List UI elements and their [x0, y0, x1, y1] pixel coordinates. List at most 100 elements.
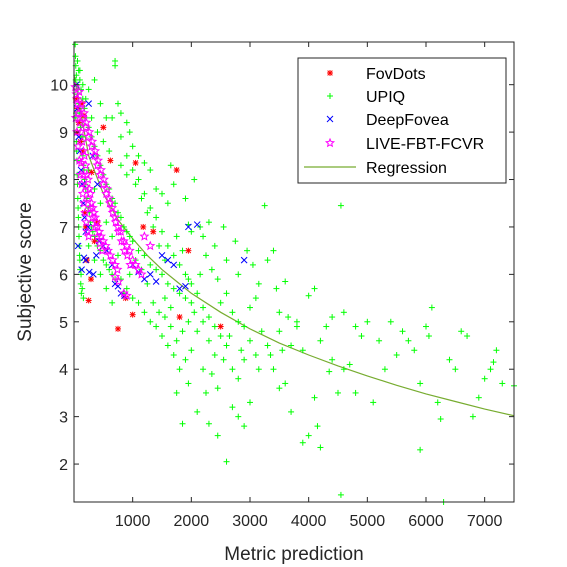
point-upiq	[141, 190, 148, 197]
legend-label-upiq: UPIQ	[366, 89, 405, 106]
point-upiq	[458, 328, 465, 335]
y-tick-label: 5	[59, 315, 68, 332]
legend-symbol-fovdots	[327, 70, 333, 76]
point-upiq	[252, 351, 259, 358]
point-upiq	[170, 252, 177, 259]
point-upiq	[279, 347, 286, 354]
y-tick-label: 6	[59, 267, 68, 284]
point-upiq	[79, 81, 86, 88]
point-upiq	[288, 342, 295, 349]
point-upiq	[109, 299, 116, 306]
regression-layer	[73, 75, 515, 417]
point-upiq	[109, 233, 116, 240]
point-upiq	[188, 347, 195, 354]
point-upiq	[75, 233, 82, 240]
y-tick-label: 4	[59, 362, 68, 379]
x-axis-label: Metric prediction	[224, 544, 363, 565]
point-upiq	[255, 280, 262, 287]
point-upiq	[469, 413, 476, 420]
point-upiq	[77, 280, 84, 287]
point-upiq	[203, 252, 209, 259]
point-upiq	[223, 290, 230, 297]
point-upiq	[323, 323, 330, 330]
point-upiq	[376, 337, 383, 344]
point-live-fbt-fcvr	[113, 226, 124, 236]
point-upiq	[417, 446, 424, 453]
point-upiq	[235, 271, 242, 278]
point-upiq	[393, 351, 400, 358]
point-upiq	[249, 261, 256, 268]
point-upiq	[487, 366, 494, 373]
point-live-fbt-fcvr	[145, 240, 156, 251]
point-fovdots	[132, 159, 139, 166]
point-fovdots	[150, 228, 157, 235]
point-upiq	[164, 200, 171, 207]
point-live-fbt-fcvr	[87, 212, 98, 222]
point-upiq	[208, 370, 215, 377]
point-live-fbt-fcvr	[75, 169, 86, 180]
point-fovdots	[88, 169, 95, 176]
point-upiq	[179, 420, 186, 427]
point-fovdots	[107, 157, 114, 164]
point-live-fbt-fcvr	[133, 264, 144, 274]
point-upiq	[85, 86, 92, 93]
point-upiq	[229, 366, 236, 373]
point-upiq	[159, 271, 165, 278]
point-upiq	[126, 233, 133, 240]
point-upiq	[317, 337, 324, 344]
point-fovdots	[176, 314, 183, 321]
point-upiq	[276, 385, 283, 392]
point-upiq	[235, 413, 242, 420]
point-upiq	[255, 366, 262, 373]
legend-label-live-fbt-fcvr: LIVE-FBT-FCVR	[366, 136, 484, 153]
y-axis-ticks: 2 3 4 5 6 7 8 9 10	[50, 78, 514, 474]
point-live-fbt-fcvr	[82, 226, 93, 236]
point-upiq	[135, 176, 142, 183]
point-upiq	[179, 328, 186, 335]
point-deepfovea	[92, 252, 100, 259]
point-upiq	[370, 399, 377, 406]
point-upiq	[170, 351, 177, 358]
x-tick: 7000	[467, 42, 503, 530]
legend-symbol-upiq	[327, 93, 333, 99]
point-upiq	[267, 351, 274, 358]
plot-frame	[73, 41, 515, 503]
y-tick: 2	[59, 457, 514, 474]
point-upiq	[475, 394, 482, 401]
point-live-fbt-fcvr	[85, 202, 96, 213]
point-upiq	[288, 408, 295, 415]
point-deepfovea	[94, 180, 101, 188]
point-live-fbt-fcvr	[70, 81, 81, 92]
point-upiq	[74, 195, 81, 202]
point-upiq	[129, 295, 136, 302]
point-upiq	[126, 129, 133, 136]
point-fovdots	[140, 223, 147, 230]
y-tick-label: 8	[59, 173, 68, 190]
point-fovdots	[85, 297, 92, 304]
point-live-fbt-fcvr	[100, 240, 111, 251]
legend-box	[297, 57, 507, 184]
point-upiq	[173, 233, 180, 240]
point-upiq	[94, 129, 101, 136]
point-upiq	[437, 416, 444, 423]
point-upiq	[299, 347, 306, 354]
point-upiq	[337, 491, 344, 498]
point-live-fbt-fcvr	[84, 183, 95, 194]
point-deepfovea	[85, 268, 93, 276]
point-deepfovea	[193, 221, 201, 228]
point-upiq	[200, 233, 207, 240]
point-live-fbt-fcvr	[81, 216, 92, 227]
point-upiq	[156, 309, 163, 316]
point-live-fbt-fcvr	[90, 221, 101, 232]
point-live-fbt-fcvr	[79, 150, 90, 161]
point-live-fbt-fcvr	[93, 155, 104, 165]
point-live-fbt-fcvr	[121, 290, 132, 301]
point-live-fbt-fcvr	[87, 136, 98, 146]
legend-marker-fovdots	[327, 70, 333, 76]
y-tick: 3	[59, 410, 514, 427]
point-upiq	[481, 375, 488, 382]
x-tick-label: 3000	[232, 513, 268, 530]
x-tick: 1000	[115, 42, 151, 530]
point-upiq	[194, 408, 201, 415]
point-upiq	[314, 423, 321, 430]
